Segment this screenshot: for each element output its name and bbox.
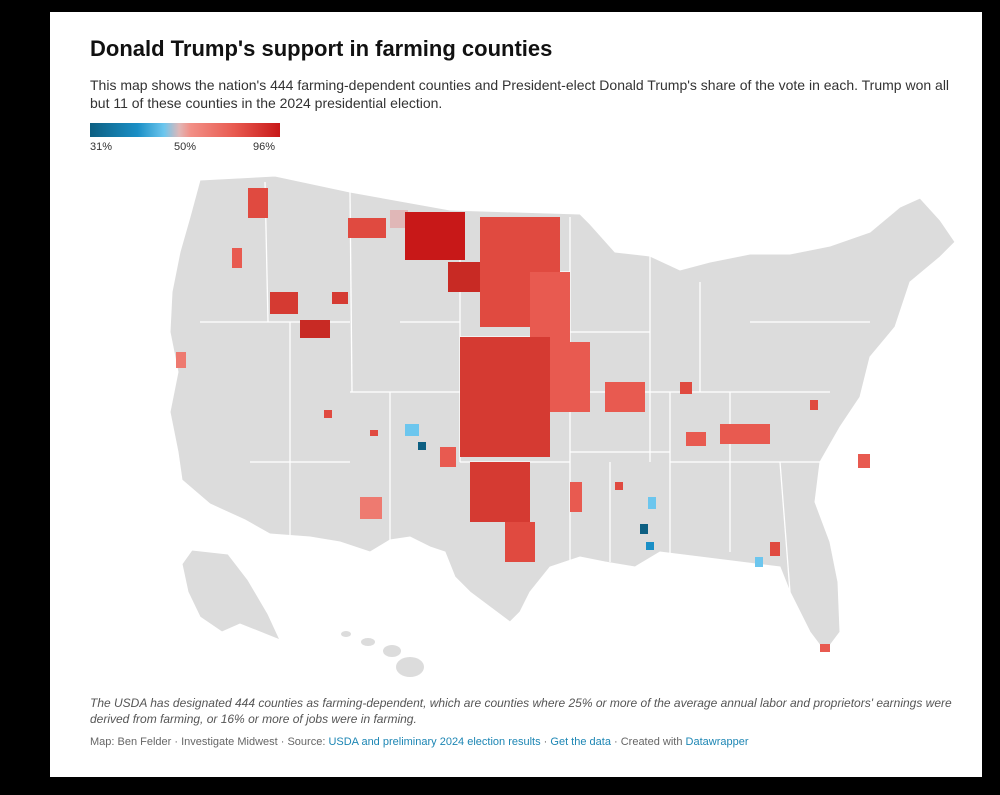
county-marker[interactable] — [648, 497, 656, 509]
contiguous-us-land — [169, 175, 956, 653]
hawaii-land — [341, 631, 424, 677]
county-marker[interactable] — [248, 188, 268, 218]
datawrapper-link[interactable]: Datawrapper — [685, 736, 749, 748]
county-marker[interactable] — [470, 462, 530, 522]
county-marker[interactable] — [530, 272, 570, 342]
county-marker[interactable] — [348, 218, 386, 238]
legend-min-label: 31% — [90, 141, 113, 153]
county-marker[interactable] — [332, 292, 348, 304]
footer-credit: Map: Ben Felder · Investigate Midwest · … — [90, 736, 329, 748]
county-marker[interactable] — [418, 442, 426, 450]
county-marker[interactable] — [460, 337, 550, 457]
chart-footer: Map: Ben Felder · Investigate Midwest · … — [90, 736, 970, 748]
county-marker[interactable] — [390, 210, 408, 228]
chart-title: Donald Trump's support in farming counti… — [90, 36, 553, 61]
county-marker[interactable] — [570, 482, 582, 512]
county-marker[interactable] — [448, 262, 484, 292]
chart-card: Donald Trump's support in farming counti… — [50, 12, 982, 777]
county-marker[interactable] — [680, 382, 692, 394]
county-marker[interactable] — [605, 382, 645, 412]
county-marker[interactable] — [270, 292, 298, 314]
color-legend: 31% 50% 96% — [90, 123, 280, 157]
county-marker[interactable] — [550, 342, 590, 412]
farming-county-markers[interactable] — [176, 188, 870, 652]
county-marker[interactable] — [405, 424, 419, 436]
county-marker[interactable] — [770, 542, 780, 556]
county-marker[interactable] — [720, 424, 770, 444]
us-county-map[interactable] — [50, 162, 982, 682]
county-marker[interactable] — [370, 430, 378, 436]
get-data-link[interactable]: Get the data — [550, 736, 611, 748]
county-marker[interactable] — [505, 522, 535, 562]
county-marker[interactable] — [232, 248, 242, 268]
chart-notes: The USDA has designated 444 counties as … — [90, 696, 952, 726]
county-marker[interactable] — [755, 557, 763, 567]
county-marker[interactable] — [810, 400, 818, 410]
alaska-land — [181, 549, 281, 641]
county-marker[interactable] — [300, 320, 330, 338]
legend-max-label: 96% — [253, 141, 276, 153]
legend-mid-label: 50% — [174, 141, 197, 153]
county-marker[interactable] — [440, 447, 456, 467]
county-marker[interactable] — [820, 644, 830, 652]
footer-sep-1: · — [540, 736, 551, 748]
source-link[interactable]: USDA and preliminary 2024 election resul… — [328, 736, 541, 748]
county-marker[interactable] — [176, 352, 186, 368]
chart-subtitle: This map shows the nation's 444 farming-… — [90, 77, 950, 111]
county-marker[interactable] — [324, 410, 332, 418]
county-marker[interactable] — [858, 454, 870, 468]
county-marker[interactable] — [615, 482, 623, 490]
county-marker[interactable] — [405, 212, 465, 260]
footer-sep-2: · Created with — [610, 736, 686, 748]
county-marker[interactable] — [646, 542, 654, 550]
county-marker[interactable] — [640, 524, 648, 534]
county-marker[interactable] — [360, 497, 382, 519]
legend-gradient-bar — [90, 123, 280, 137]
county-marker[interactable] — [686, 432, 706, 446]
